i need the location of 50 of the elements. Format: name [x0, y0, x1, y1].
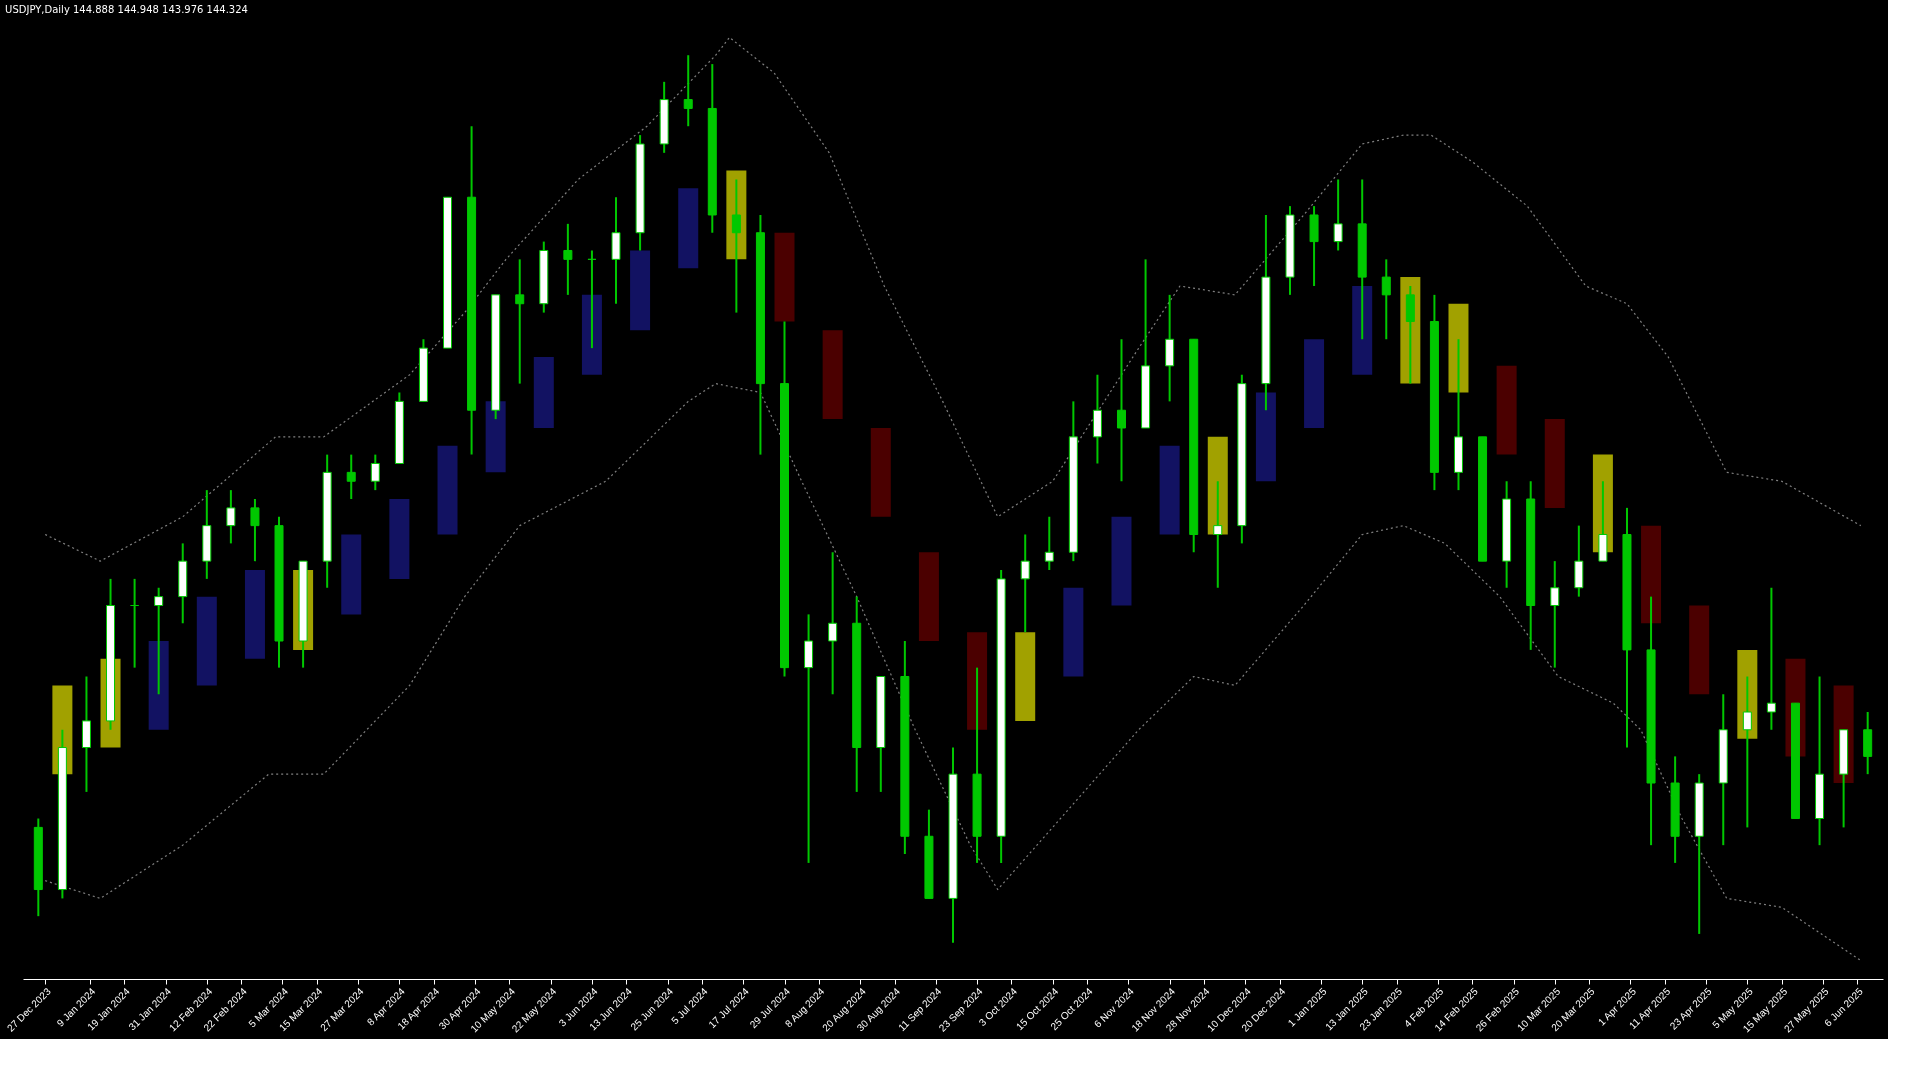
bar — [1159, 445, 1180, 535]
bar — [774, 232, 795, 322]
bar — [437, 445, 458, 535]
bar — [822, 330, 843, 420]
bar — [1304, 339, 1325, 428]
bar — [341, 534, 362, 615]
bar — [1111, 516, 1132, 606]
candlestick — [154, 586, 164, 696]
bar — [678, 188, 699, 269]
bar — [1448, 303, 1469, 393]
candlestick — [828, 551, 838, 696]
candlestick — [1116, 338, 1126, 483]
bar — [967, 632, 988, 730]
bar — [870, 427, 891, 517]
bar — [1544, 419, 1565, 508]
bar — [485, 401, 506, 473]
candlestick — [515, 258, 525, 385]
candlestick — [226, 489, 236, 545]
candlestick — [1020, 533, 1030, 634]
candlestick — [1766, 586, 1776, 731]
bar — [148, 641, 169, 730]
candlestick — [1333, 178, 1343, 252]
candlestick — [1213, 480, 1223, 589]
chart-title: USDJPY,Daily 144.888 144.948 143.976 144.324 — [5, 4, 248, 15]
bar — [1207, 436, 1228, 535]
candlestick — [1550, 560, 1560, 669]
bar — [1063, 587, 1084, 677]
bar — [1689, 605, 1710, 695]
bar — [918, 552, 939, 642]
bar — [1496, 365, 1517, 455]
candlestick — [731, 178, 741, 314]
candlestick — [250, 498, 260, 563]
candlestick — [1742, 675, 1752, 829]
bar — [244, 570, 265, 659]
candlestick — [683, 54, 693, 128]
bar — [389, 499, 410, 579]
candlestick — [1044, 515, 1054, 572]
bar — [533, 356, 554, 428]
candlestick — [370, 453, 380, 492]
bar — [630, 250, 651, 331]
candlestick — [346, 453, 356, 500]
bar — [196, 596, 217, 686]
bar — [1255, 392, 1276, 482]
bar — [1015, 632, 1036, 721]
bar — [581, 294, 602, 375]
bar — [1641, 525, 1662, 624]
candlestick — [563, 222, 573, 296]
bar — [1352, 285, 1373, 375]
candlestick — [1381, 258, 1391, 341]
candlestick — [804, 613, 814, 864]
